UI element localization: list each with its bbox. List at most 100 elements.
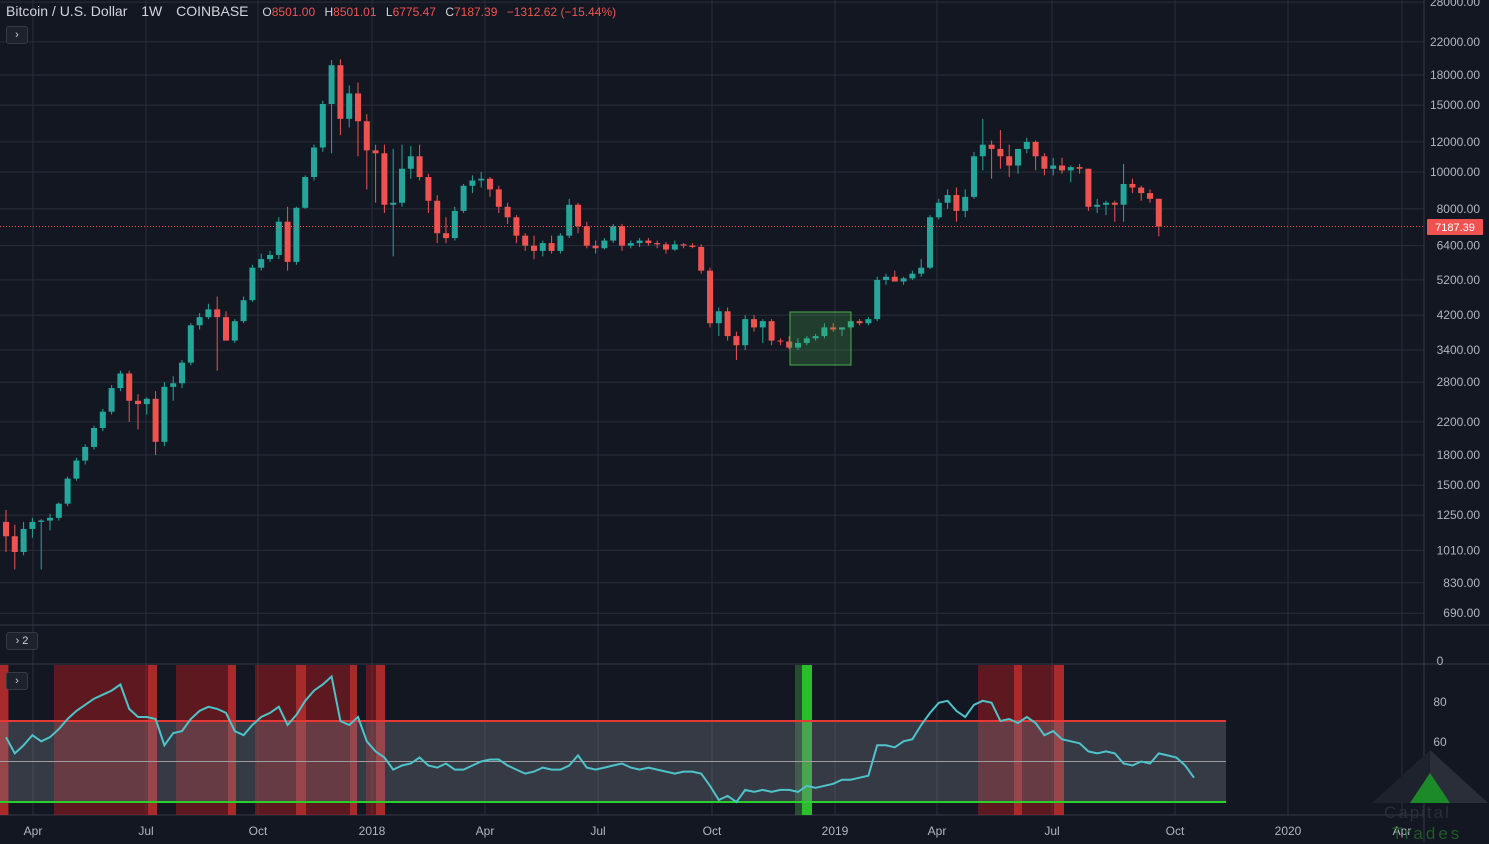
rsi-pane bbox=[0, 665, 1226, 815]
highlight-box bbox=[789, 311, 852, 366]
candle-body bbox=[29, 521, 36, 529]
candle-body bbox=[99, 411, 106, 428]
time-tick-label: Apr bbox=[1393, 824, 1412, 838]
candle-body bbox=[223, 317, 229, 341]
candle-body bbox=[1059, 165, 1065, 171]
candle-body bbox=[839, 327, 845, 330]
time-tick-label: Jul bbox=[590, 824, 605, 838]
price-tick-label: 3400.00 bbox=[1437, 343, 1481, 357]
candle-body bbox=[390, 202, 397, 205]
candle-body bbox=[733, 336, 740, 346]
candle-body bbox=[1138, 187, 1145, 194]
candle-body bbox=[372, 150, 379, 154]
candle-body bbox=[425, 177, 432, 201]
candle-body bbox=[170, 383, 177, 387]
symbol-name[interactable]: Bitcoin / U.S. Dollar bbox=[6, 3, 128, 19]
candle-body bbox=[231, 321, 238, 341]
candle-body bbox=[143, 398, 150, 405]
ohlc-values: O8501.00 H8501.01 L6775.47 C7187.39 −131… bbox=[262, 5, 617, 19]
candle-body bbox=[1085, 168, 1092, 207]
candle-body bbox=[795, 342, 801, 348]
candle-body bbox=[205, 309, 212, 318]
candle-body bbox=[531, 245, 537, 251]
candle-body bbox=[469, 180, 476, 186]
price-tick-label: 12000.00 bbox=[1430, 135, 1480, 149]
time-tick-label: Oct bbox=[249, 824, 268, 838]
candle-body bbox=[1155, 198, 1162, 227]
candle-body bbox=[249, 267, 256, 301]
candle-body bbox=[11, 536, 18, 552]
candle-body bbox=[293, 207, 300, 262]
price-tick-label: 1010.00 bbox=[1437, 543, 1481, 557]
candle-body bbox=[1023, 141, 1030, 149]
interval-label[interactable]: 1W bbox=[141, 3, 163, 19]
candle-body bbox=[328, 65, 335, 104]
candle-body bbox=[627, 243, 634, 246]
candle-body bbox=[575, 204, 581, 227]
candle-body bbox=[1120, 183, 1127, 205]
overbought-zone bbox=[176, 665, 236, 815]
candle-body bbox=[812, 336, 819, 339]
candle-body bbox=[1032, 141, 1039, 157]
overbought-bar bbox=[148, 665, 157, 815]
candle-body bbox=[1103, 202, 1109, 205]
watermark-subtext: Trades bbox=[1392, 824, 1463, 843]
candle-body bbox=[1094, 204, 1101, 207]
osc-tick-label: 0 bbox=[1437, 654, 1444, 668]
candle-body bbox=[671, 244, 678, 250]
candle-body bbox=[47, 517, 53, 521]
collapse-oscillator-button[interactable]: › bbox=[6, 672, 28, 690]
legend-header: Bitcoin / U.S. Dollar 1W COINBASE O8501.… bbox=[6, 3, 632, 19]
candle-body bbox=[891, 276, 898, 282]
candle-body bbox=[944, 194, 951, 203]
collapse-legend-button[interactable]: › bbox=[6, 26, 28, 44]
candle-body bbox=[548, 243, 555, 251]
candle-body bbox=[1006, 156, 1013, 166]
candle-body bbox=[539, 243, 546, 251]
candle-body bbox=[759, 321, 766, 328]
overbought-bar bbox=[228, 665, 236, 815]
candle-body bbox=[214, 309, 221, 318]
candle-body bbox=[918, 267, 925, 274]
candle-body bbox=[258, 259, 265, 268]
candle-body bbox=[698, 246, 705, 271]
price-tick-label: 4200.00 bbox=[1437, 308, 1481, 322]
candle-body bbox=[786, 341, 793, 348]
candle-body bbox=[187, 325, 194, 363]
candle-body bbox=[883, 276, 889, 280]
time-tick-label: Apr bbox=[928, 824, 947, 838]
candle-body bbox=[636, 240, 643, 244]
price-tick-label: 5200.00 bbox=[1437, 273, 1481, 287]
candle-body bbox=[3, 521, 9, 537]
price-axis[interactable]: 28000.00 22000.00 18000.00 15000.00 12000.00… bbox=[1430, 0, 1480, 620]
rsi-line bbox=[5, 674, 1195, 804]
candle-body bbox=[20, 528, 27, 552]
candlestick-series bbox=[3, 59, 1162, 570]
candle-body bbox=[768, 321, 775, 341]
candle-body bbox=[1111, 202, 1118, 205]
last-price-value: 7187.39 bbox=[1435, 222, 1475, 234]
candle-body bbox=[689, 245, 696, 247]
time-axis[interactable]: Apr Jul Oct 2018 Apr Jul Oct 2019 Apr Jul Oct 2020 A… bbox=[24, 824, 1412, 838]
candle-body bbox=[742, 319, 749, 346]
candle-body bbox=[566, 204, 573, 236]
candle-body bbox=[64, 478, 71, 504]
candle-body bbox=[619, 226, 625, 246]
candle-body bbox=[1129, 183, 1136, 188]
change-value: −1312.62 (−15.44%) bbox=[506, 5, 617, 19]
candle-body bbox=[179, 362, 185, 384]
candle-body bbox=[152, 398, 159, 442]
price-tick-label: 15000.00 bbox=[1430, 98, 1480, 112]
candle-body bbox=[1067, 167, 1074, 171]
candle-body bbox=[1050, 165, 1057, 169]
candle-body bbox=[381, 153, 388, 205]
price-tick-label: 1250.00 bbox=[1437, 508, 1481, 522]
pane-2-button[interactable]: › 2 bbox=[6, 632, 38, 650]
candle-body bbox=[557, 235, 564, 251]
overbought-bar bbox=[1054, 665, 1064, 815]
overbought-bar bbox=[0, 665, 8, 815]
overbought-bar bbox=[350, 665, 357, 815]
candle-body bbox=[962, 196, 969, 211]
watermark-logo bbox=[1372, 750, 1488, 803]
